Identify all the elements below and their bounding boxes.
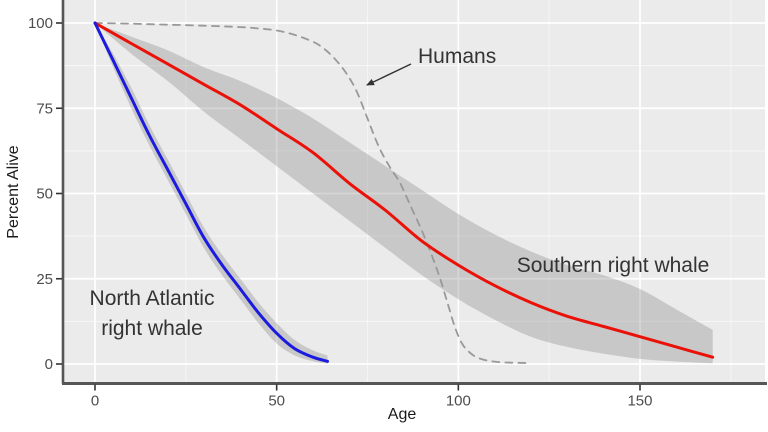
confidence-band-southern-right-whale xyxy=(95,23,713,364)
annotation-na-label-line1: North Atlantic xyxy=(90,287,215,310)
annotation-humans-label: Humans xyxy=(418,45,496,68)
x-tick-label: 150 xyxy=(627,393,652,410)
annotation-na-label-line2: right whale xyxy=(101,317,203,340)
y-tick-label: 100 xyxy=(28,15,53,32)
y-tick-label: 0 xyxy=(45,356,53,373)
x-tick-label: 0 xyxy=(91,393,99,410)
series-line-humans xyxy=(94,22,529,364)
annotation-southern-label: Southern right whale xyxy=(517,254,710,277)
y-tick-label: 50 xyxy=(36,186,53,203)
y-axis-title: Percent Alive xyxy=(5,145,22,238)
x-tick-label: 100 xyxy=(446,393,471,410)
humans-annotation-arrow xyxy=(366,63,412,86)
series-line-north-atlantic-right-whale xyxy=(93,21,329,363)
y-tick-label: 25 xyxy=(36,271,53,288)
series-line-southern-right-whale xyxy=(93,21,715,359)
x-axis-title: Age xyxy=(388,406,417,423)
y-tick-label: 75 xyxy=(36,100,53,117)
x-tick-label: 50 xyxy=(268,393,285,410)
